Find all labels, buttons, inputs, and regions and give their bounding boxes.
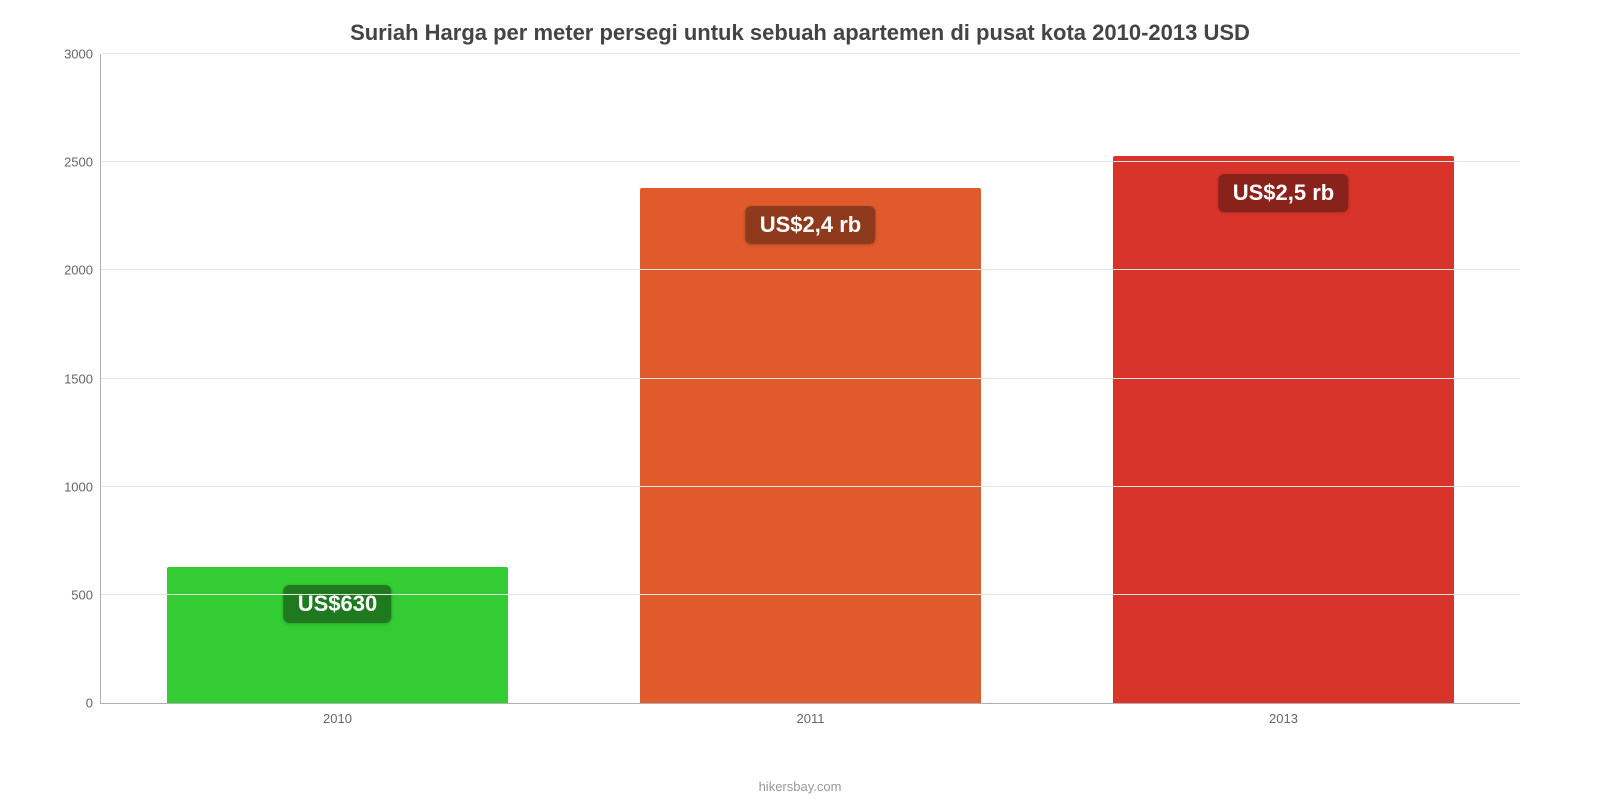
bar: US$630 [167, 567, 508, 703]
x-tick-label: 2010 [323, 703, 352, 726]
plot-frame: US$6302010US$2,4 rb2011US$2,5 rb2013 050… [40, 54, 1560, 734]
gridline [101, 486, 1520, 487]
gridline [101, 161, 1520, 162]
bar-value-label: US$2,5 rb [1219, 174, 1349, 212]
bar-slot: US$2,4 rb2011 [574, 54, 1047, 703]
x-tick-label: 2011 [797, 703, 825, 726]
y-tick-label: 1000 [64, 479, 101, 494]
bars-group: US$6302010US$2,4 rb2011US$2,5 rb2013 [101, 54, 1520, 703]
bar-slot: US$2,5 rb2013 [1047, 54, 1520, 703]
y-tick-label: 3000 [64, 47, 101, 62]
gridline [101, 378, 1520, 379]
gridline [101, 53, 1520, 54]
bar-slot: US$6302010 [101, 54, 574, 703]
chart-container: Suriah Harga per meter persegi untuk seb… [0, 0, 1600, 800]
bar-value-label: US$2,4 rb [746, 206, 876, 244]
gridline [101, 702, 1520, 703]
gridline [101, 269, 1520, 270]
bar: US$2,5 rb [1113, 156, 1454, 703]
chart-title: Suriah Harga per meter persegi untuk seb… [40, 20, 1560, 46]
bar: US$2,4 rb [640, 188, 981, 703]
y-tick-label: 2500 [64, 155, 101, 170]
y-tick-label: 500 [71, 587, 101, 602]
bar-value-label: US$630 [284, 585, 392, 623]
y-tick-label: 0 [86, 696, 101, 711]
x-tick-label: 2013 [1269, 703, 1298, 726]
y-tick-label: 2000 [64, 263, 101, 278]
plot-area: US$6302010US$2,4 rb2011US$2,5 rb2013 050… [100, 54, 1520, 704]
chart-footer: hikersbay.com [0, 779, 1600, 794]
y-tick-label: 1500 [64, 371, 101, 386]
gridline [101, 594, 1520, 595]
